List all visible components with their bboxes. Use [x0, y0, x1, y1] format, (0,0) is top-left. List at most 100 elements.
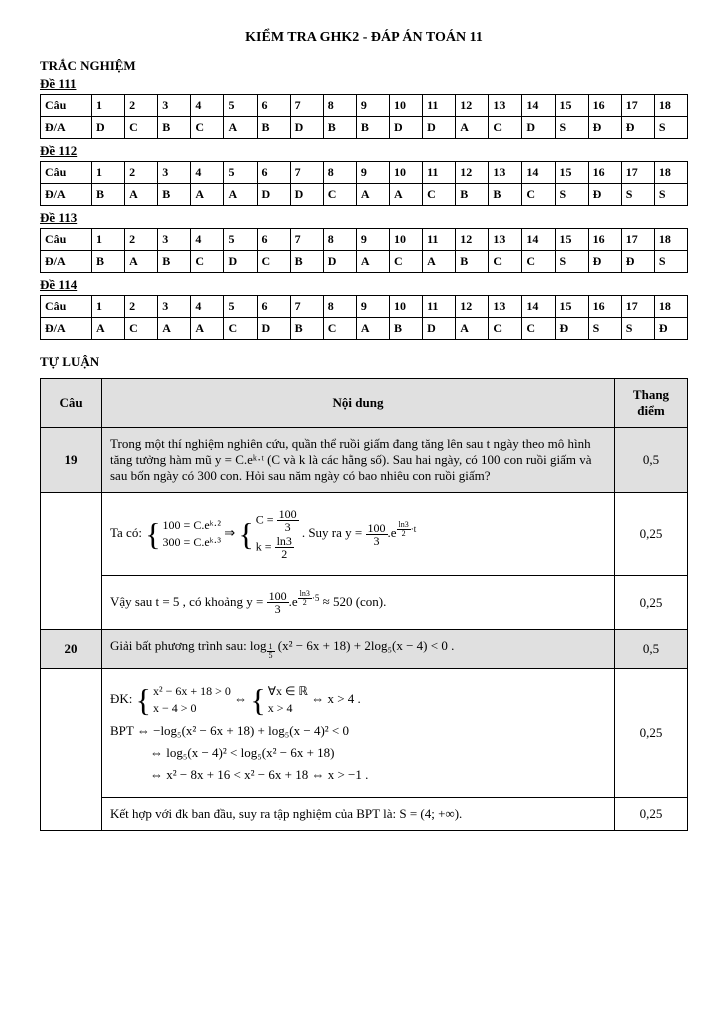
table-cell: 4 [191, 95, 224, 117]
table-cell: 18 [654, 95, 687, 117]
table-cell: 5 [224, 95, 257, 117]
q19-step1-lead: Ta có: [110, 525, 142, 540]
table-cell: D [423, 117, 456, 139]
table-cell: C [323, 184, 356, 206]
table-de113: Câu123456789101112131415161718Đ/ABABCDCB… [40, 228, 688, 273]
table-cell: D [290, 184, 323, 206]
table-cell: 7 [290, 162, 323, 184]
table-cell: 11 [423, 162, 456, 184]
table-cell: B [158, 117, 191, 139]
table-cell: Đ/A [41, 184, 92, 206]
table-cell: D [423, 318, 456, 340]
table-cell: A [356, 251, 389, 273]
table-cell: C [489, 251, 522, 273]
table-cell: 11 [423, 95, 456, 117]
q19-eq2: 300 = C.eᵏ·³ [163, 534, 221, 551]
table-cell: C [257, 251, 290, 273]
q20-concl-text: Kết hợp với đk ban đầu, suy ra tập nghiệ… [110, 806, 606, 822]
table-cell: 12 [456, 296, 489, 318]
table-cell: 12 [456, 95, 489, 117]
table-cell: D [522, 117, 555, 139]
essay-head-score: Thang điểm [615, 379, 688, 428]
table-cell: C [489, 117, 522, 139]
table-cell: D [290, 117, 323, 139]
table-cell: 11 [423, 296, 456, 318]
q20-line1: BPT ⇔ −log₅(x² − 6x + 18) + log₅(x − 4)²… [110, 723, 606, 739]
table-de112: Câu123456789101112131415161718Đ/ABABAADD… [40, 161, 688, 206]
table-cell: 3 [158, 95, 191, 117]
q20-dk-tail: ⇔ x > 4 . [311, 691, 361, 706]
de113-label: Đề 113 [40, 210, 688, 226]
table-cell: D [257, 184, 290, 206]
table-cell: A [456, 318, 489, 340]
table-cell: 5 [224, 162, 257, 184]
table-cell: 6 [257, 296, 290, 318]
table-cell: Đ/A [41, 251, 92, 273]
table-cell: D [389, 117, 422, 139]
q20-line2: ⇔ log₅(x − 4)² < log₅(x² − 6x + 18) [110, 745, 606, 761]
table-cell: S [555, 251, 588, 273]
table-cell: 13 [489, 95, 522, 117]
q20-score-prompt: 0,5 [615, 630, 688, 669]
table-cell: 10 [389, 95, 422, 117]
q19-number: 19 [41, 428, 102, 493]
essay-table: Câu Nội dung Thang điểm 19 Trong một thí… [40, 378, 688, 831]
table-cell: B [290, 251, 323, 273]
table-cell: A [191, 184, 224, 206]
table-cell: 10 [389, 162, 422, 184]
q19-step2-tail: ≈ 520 (con). [323, 594, 387, 609]
table-cell: 15 [555, 296, 588, 318]
table-cell: S [555, 184, 588, 206]
table-cell: A [356, 318, 389, 340]
table-cell: 18 [654, 229, 687, 251]
table-cell: B [489, 184, 522, 206]
table-cell: 15 [555, 162, 588, 184]
table-cell: 9 [356, 162, 389, 184]
table-cell: 3 [158, 162, 191, 184]
table-cell: S [654, 184, 687, 206]
q20-score-s2: 0,25 [615, 798, 688, 831]
table-cell: 16 [588, 162, 621, 184]
table-cell: B [323, 117, 356, 139]
table-cell: 14 [522, 162, 555, 184]
table-cell: 6 [257, 95, 290, 117]
table-cell: 9 [356, 296, 389, 318]
table-cell: Đ [621, 117, 654, 139]
q20-line3: ⇔ x² − 8x + 16 < x² − 6x + 18 ⇔ x > −1 . [110, 767, 606, 783]
table-cell: Đ/A [41, 117, 92, 139]
table-cell: S [621, 318, 654, 340]
table-cell: A [356, 184, 389, 206]
table-cell: 13 [489, 296, 522, 318]
de112-label: Đề 112 [40, 143, 688, 159]
table-cell: D [92, 117, 125, 139]
table-cell: 16 [588, 95, 621, 117]
q19-step2: Vậy sau t = 5 , có khoảng y = 1003.eln32… [102, 576, 615, 630]
table-cell: 2 [125, 95, 158, 117]
table-cell: 3 [158, 296, 191, 318]
table-cell: Câu [41, 95, 92, 117]
table-cell: 16 [588, 296, 621, 318]
q19-step2-lead: Vậy sau t = 5 , có khoảng y = [110, 594, 263, 609]
table-cell: 9 [356, 95, 389, 117]
table-cell: Câu [41, 296, 92, 318]
table-cell: B [389, 318, 422, 340]
table-cell: 13 [489, 162, 522, 184]
table-cell: A [389, 184, 422, 206]
table-cell: Đ [555, 318, 588, 340]
table-cell: Câu [41, 162, 92, 184]
table-cell: B [257, 117, 290, 139]
table-cell: 18 [654, 162, 687, 184]
table-cell: 4 [191, 296, 224, 318]
table-cell: 15 [555, 229, 588, 251]
table-cell: Câu [41, 229, 92, 251]
table-cell: B [456, 184, 489, 206]
table-cell: 14 [522, 95, 555, 117]
table-cell: 7 [290, 296, 323, 318]
table-cell: 12 [456, 229, 489, 251]
q19-score-prompt: 0,5 [615, 428, 688, 493]
q20-prompt-expr: (x² − 6x + 18) + 2log₅(x − 4) < 0 . [278, 638, 455, 653]
essay-section-label: TỰ LUẬN [40, 354, 688, 370]
table-cell: 7 [290, 229, 323, 251]
q19-eq1: 100 = C.eᵏ·² [163, 517, 221, 534]
table-cell: 2 [125, 296, 158, 318]
